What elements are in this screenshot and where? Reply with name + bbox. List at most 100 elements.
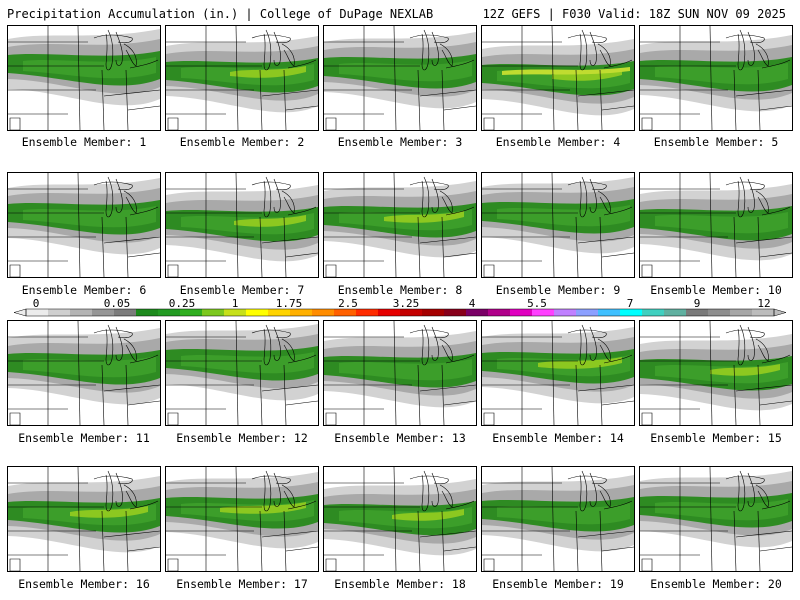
colorbar-swatch: [598, 309, 621, 316]
colorbar-swatch: [26, 309, 49, 316]
ensemble-member-label: Ensemble Member: 13: [334, 431, 466, 445]
colorbar-swatch: [356, 309, 379, 316]
precip-map: [166, 173, 318, 277]
ensemble-map-panel: [323, 466, 477, 572]
colorbar-arrow: [14, 308, 27, 317]
colorbar-arrow: [773, 308, 786, 317]
ensemble-member-label: Ensemble Member: 20: [650, 577, 782, 591]
ensemble-member-label: Ensemble Member: 1: [21, 135, 147, 149]
precip-map: [640, 321, 792, 425]
precip-map: [640, 467, 792, 571]
ensemble-member-label: Ensemble Member: 9: [495, 283, 621, 297]
ensemble-member-label: Ensemble Member: 5: [653, 135, 779, 149]
ensemble-map-panel: [639, 172, 793, 278]
ensemble-map-panel: [7, 320, 161, 426]
colorbar-swatch: [400, 309, 423, 316]
colorbar-tick-label: 2.5: [338, 297, 358, 310]
colorbar-graphic: 0 0.05 0.25 1 1.75 2.5 3.25 4 5.5 7 9 12: [14, 297, 786, 317]
colorbar-swatch: [642, 309, 665, 316]
precip-map: [166, 467, 318, 571]
colorbar-swatch: [268, 309, 291, 316]
colorbar-swatch: [224, 309, 247, 316]
colorbar-swatch: [92, 309, 115, 316]
colorbar-swatch: [246, 309, 269, 316]
ensemble-map-panel: [481, 320, 635, 426]
colorbar-swatch: [532, 309, 555, 316]
precip-map: [8, 321, 160, 425]
ensemble-member-label: Ensemble Member: 10: [650, 283, 782, 297]
precip-map: [324, 321, 476, 425]
colorbar-swatch: [202, 309, 225, 316]
precip-map: [8, 173, 160, 277]
colorbar-swatch: [444, 309, 467, 316]
precip-map: [8, 26, 160, 130]
ensemble-map-panel: [481, 466, 635, 572]
ensemble-member-label: Ensemble Member: 8: [337, 283, 463, 297]
ensemble-map-panel: [481, 25, 635, 131]
colorbar-swatch: [378, 309, 401, 316]
precip-map: [166, 321, 318, 425]
colorbar-tick-label: 0.05: [104, 297, 131, 310]
ensemble-member-label: Ensemble Member: 4: [495, 135, 621, 149]
ensemble-map-panel: [7, 466, 161, 572]
ensemble-member-label: Ensemble Member: 15: [650, 431, 782, 445]
ensemble-member-label: Ensemble Member: 16: [18, 577, 150, 591]
ensemble-map-panel: [165, 466, 319, 572]
colorbar-tick-label: 7: [627, 297, 634, 310]
colorbar-tick-label: 0.25: [169, 297, 196, 310]
precip-map: [324, 26, 476, 130]
colorbar-swatch: [664, 309, 687, 316]
ensemble-map-panel: [165, 320, 319, 426]
precip-map: [166, 26, 318, 130]
ensemble-map-panel: [639, 320, 793, 426]
colorbar-swatch: [136, 309, 159, 316]
ensemble-map-panel: [165, 25, 319, 131]
colorbar-swatch: [180, 309, 203, 316]
ensemble-map-panel: [323, 320, 477, 426]
ensemble-member-label: Ensemble Member: 19: [492, 577, 624, 591]
colorbar-tick-label: 1: [232, 297, 239, 310]
colorbar-tick-label: 4: [469, 297, 476, 310]
model-run-info: 12Z GEFS | F030 Valid: 18Z SUN NOV 09 20…: [482, 7, 786, 21]
colorbar-tick-label: 3.25: [393, 297, 420, 310]
ensemble-map-panel: [323, 172, 477, 278]
colorbar-swatch: [686, 309, 709, 316]
precip-map: [324, 173, 476, 277]
precip-map: [640, 26, 792, 130]
precip-map: [482, 321, 634, 425]
ensemble-map-panel: [7, 25, 161, 131]
ensemble-map-panel: [7, 172, 161, 278]
colorbar-outline: [25, 308, 775, 317]
ensemble-map-panel: [165, 172, 319, 278]
colorbar-swatch: [730, 309, 753, 316]
colorbar-swatch: [466, 309, 489, 316]
colorbar-swatch: [158, 309, 181, 316]
ensemble-member-label: Ensemble Member: 11: [18, 431, 150, 445]
precipitation-colorbar: 0 0.05 0.25 1 1.75 2.5 3.25 4 5.5 7 9 12: [14, 297, 786, 321]
precip-map: [8, 467, 160, 571]
colorbar-swatch: [422, 309, 445, 316]
ensemble-map-panel: [639, 466, 793, 572]
ensemble-map-panel: [639, 25, 793, 131]
colorbar-swatch: [48, 309, 71, 316]
ensemble-map-panel: [323, 25, 477, 131]
map-title: Precipitation Accumulation (in.) | Colle…: [7, 7, 434, 21]
ensemble-member-label: Ensemble Member: 3: [337, 135, 463, 149]
colorbar-tick-label: 1.75: [276, 297, 303, 310]
colorbar-swatch: [334, 309, 357, 316]
colorbar-tick-label: 5.5: [527, 297, 547, 310]
ensemble-member-label: Ensemble Member: 6: [21, 283, 147, 297]
precip-map: [482, 26, 634, 130]
colorbar-swatch: [114, 309, 137, 316]
colorbar-swatch: [554, 309, 577, 316]
colorbar-swatch: [752, 309, 775, 316]
ensemble-map-panel: [481, 172, 635, 278]
colorbar-swatch: [576, 309, 599, 316]
colorbar-tick-label: 12: [757, 297, 770, 310]
ensemble-member-label: Ensemble Member: 17: [176, 577, 308, 591]
ensemble-member-label: Ensemble Member: 14: [492, 431, 624, 445]
precip-map: [324, 467, 476, 571]
ensemble-member-label: Ensemble Member: 2: [179, 135, 305, 149]
colorbar-swatch: [620, 309, 643, 316]
ensemble-member-label: Ensemble Member: 12: [176, 431, 308, 445]
